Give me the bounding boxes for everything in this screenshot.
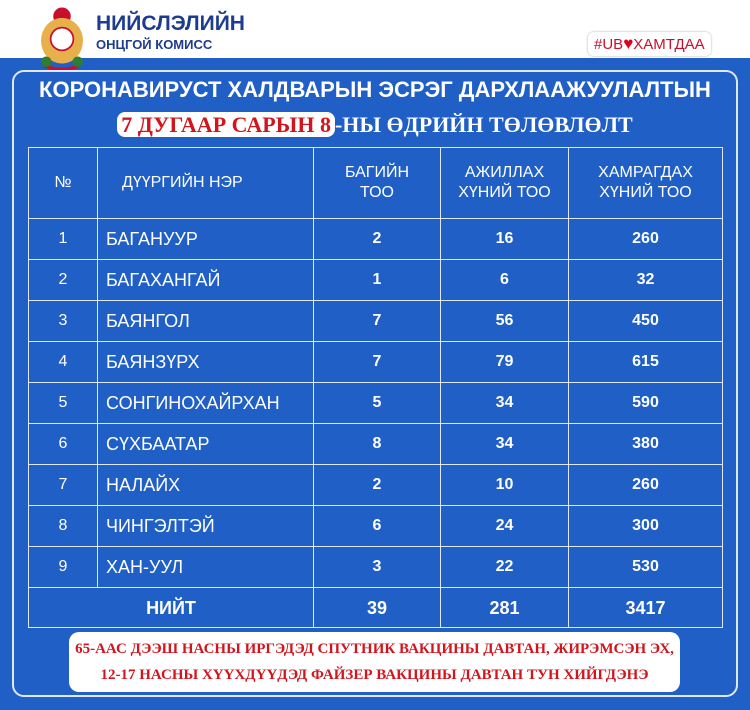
staff-count: 16 xyxy=(440,218,569,260)
header-district: ДҮҮРГИЙН НЭР xyxy=(97,147,314,219)
team-count: 2 xyxy=(313,218,441,260)
district-name: БАГАНУУР xyxy=(97,218,314,260)
content-panel xyxy=(12,70,738,697)
team-count: 3 xyxy=(313,546,441,588)
row-number: 5 xyxy=(28,382,98,424)
page-subtitle: 7 ДУГААР САРЫН 8 -НЫ ӨДРИЙН ТӨЛӨВЛӨЛТ xyxy=(0,110,750,140)
covered-count: 530 xyxy=(568,546,723,588)
staff-count: 34 xyxy=(440,423,569,465)
team-count: 5 xyxy=(313,382,441,424)
total-value: 281 xyxy=(440,587,569,628)
staff-count: 79 xyxy=(440,341,569,383)
team-count: 2 xyxy=(313,464,441,506)
row-number: 8 xyxy=(28,505,98,547)
staff-count: 34 xyxy=(440,382,569,424)
staff-count: 22 xyxy=(440,546,569,588)
table-row: 1 БАГАНУУР 2 16 260 xyxy=(28,218,723,260)
total-value: 3417 xyxy=(568,587,723,628)
staff-count: 10 xyxy=(440,464,569,506)
heart-icon: ♥ xyxy=(623,34,634,53)
hashtag-suffix: ХАМТДАА xyxy=(633,36,705,53)
row-number: 6 xyxy=(28,423,98,465)
table-row: 2 БАГАХАНГАЙ 1 6 32 xyxy=(28,259,723,301)
notice-line2: 12-17 НАСНЫ ХҮҮХДҮҮДЭД ФАЙЗЕР ВАКЦИНЫ ДА… xyxy=(100,667,649,683)
covered-count: 615 xyxy=(568,341,723,383)
row-number: 4 xyxy=(28,341,98,383)
district-name: БАЯНЗҮРХ xyxy=(97,341,314,383)
table-row: 3 БАЯНГОЛ 7 56 450 xyxy=(28,300,723,342)
header-covered: ХАМРАГДАХ ХҮНИЙ ТОО xyxy=(568,147,723,219)
table-row: 4 БАЯНЗҮРХ 7 79 615 xyxy=(28,341,723,383)
row-number: 9 xyxy=(28,546,98,588)
district-name: СОНГИНОХАЙРХАН xyxy=(97,382,314,424)
covered-count: 380 xyxy=(568,423,723,465)
team-count: 6 xyxy=(313,505,441,547)
notice-box: 65-ААС ДЭЭШ НАСНЫ ИРГЭДЭД СПУТНИК ВАКЦИН… xyxy=(69,632,680,692)
district-name: ХАН-УУЛ xyxy=(97,546,314,588)
total-label: НИЙТ xyxy=(28,587,314,628)
district-name: ЧИНГЭЛТЭЙ xyxy=(97,505,314,547)
district-name: СҮХБААТАР xyxy=(97,423,314,465)
total-row: НИЙТ 39 281 3417 xyxy=(28,587,723,628)
staff-count: 56 xyxy=(440,300,569,342)
covered-count: 32 xyxy=(568,259,723,301)
table-row: 5 СОНГИНОХАЙРХАН 5 34 590 xyxy=(28,382,723,424)
subtitle-rest: -НЫ ӨДРИЙН ТӨЛӨВЛӨЛТ xyxy=(334,112,633,137)
row-number: 1 xyxy=(28,218,98,260)
team-count: 7 xyxy=(313,341,441,383)
team-count: 7 xyxy=(313,300,441,342)
table-header: № ДҮҮРГИЙН НЭР БАГИЙН ТОО АЖИЛЛАХ ХҮНИЙ … xyxy=(28,147,723,219)
staff-count: 6 xyxy=(440,259,569,301)
hashtag-prefix: #UB xyxy=(594,36,624,53)
total-value: 39 xyxy=(313,587,441,628)
page-title: КОРОНАВИРУСТ ХАЛДВАРЫН ЭСРЭГ ДАРХЛААЖУУЛ… xyxy=(39,77,711,102)
table-row: 9 ХАН-УУЛ 3 22 530 xyxy=(28,546,723,588)
header-number: № xyxy=(28,147,98,219)
table-row: 7 НАЛАЙХ 2 10 260 xyxy=(28,464,723,506)
row-number: 7 xyxy=(28,464,98,506)
covered-count: 590 xyxy=(568,382,723,424)
staff-count: 24 xyxy=(440,505,569,547)
header-staff: АЖИЛЛАХ ХҮНИЙ ТОО xyxy=(440,147,569,219)
notice-line1: 65-ААС ДЭЭШ НАСНЫ ИРГЭДЭД СПУТНИК ВАКЦИН… xyxy=(75,641,674,657)
header-teams: БАГИЙН ТОО xyxy=(313,147,441,219)
org-name-line2: ОНЦГОЙ КОМИСС xyxy=(96,37,213,52)
emblem-logo-icon xyxy=(41,7,83,72)
covered-count: 450 xyxy=(568,300,723,342)
covered-count: 260 xyxy=(568,464,723,506)
hashtag-badge: #UB♥ХАМТДАА xyxy=(588,32,711,56)
org-name-line1: НИЙСЛЭЛИЙН xyxy=(96,12,245,35)
district-name: БАЯНГОЛ xyxy=(97,300,314,342)
covered-count: 300 xyxy=(568,505,723,547)
row-number: 3 xyxy=(28,300,98,342)
schedule-table: № ДҮҮРГИЙН НЭР БАГИЙН ТОО АЖИЛЛАХ ХҮНИЙ … xyxy=(28,147,723,628)
date-highlight: 7 ДУГААР САРЫН 8 xyxy=(117,112,335,137)
table-row: 8 ЧИНГЭЛТЭЙ 6 24 300 xyxy=(28,505,723,547)
team-count: 1 xyxy=(313,259,441,301)
team-count: 8 xyxy=(313,423,441,465)
covered-count: 260 xyxy=(568,218,723,260)
district-name: БАГАХАНГАЙ xyxy=(97,259,314,301)
table-row: 6 СҮХБААТАР 8 34 380 xyxy=(28,423,723,465)
row-number: 2 xyxy=(28,259,98,301)
district-name: НАЛАЙХ xyxy=(97,464,314,506)
